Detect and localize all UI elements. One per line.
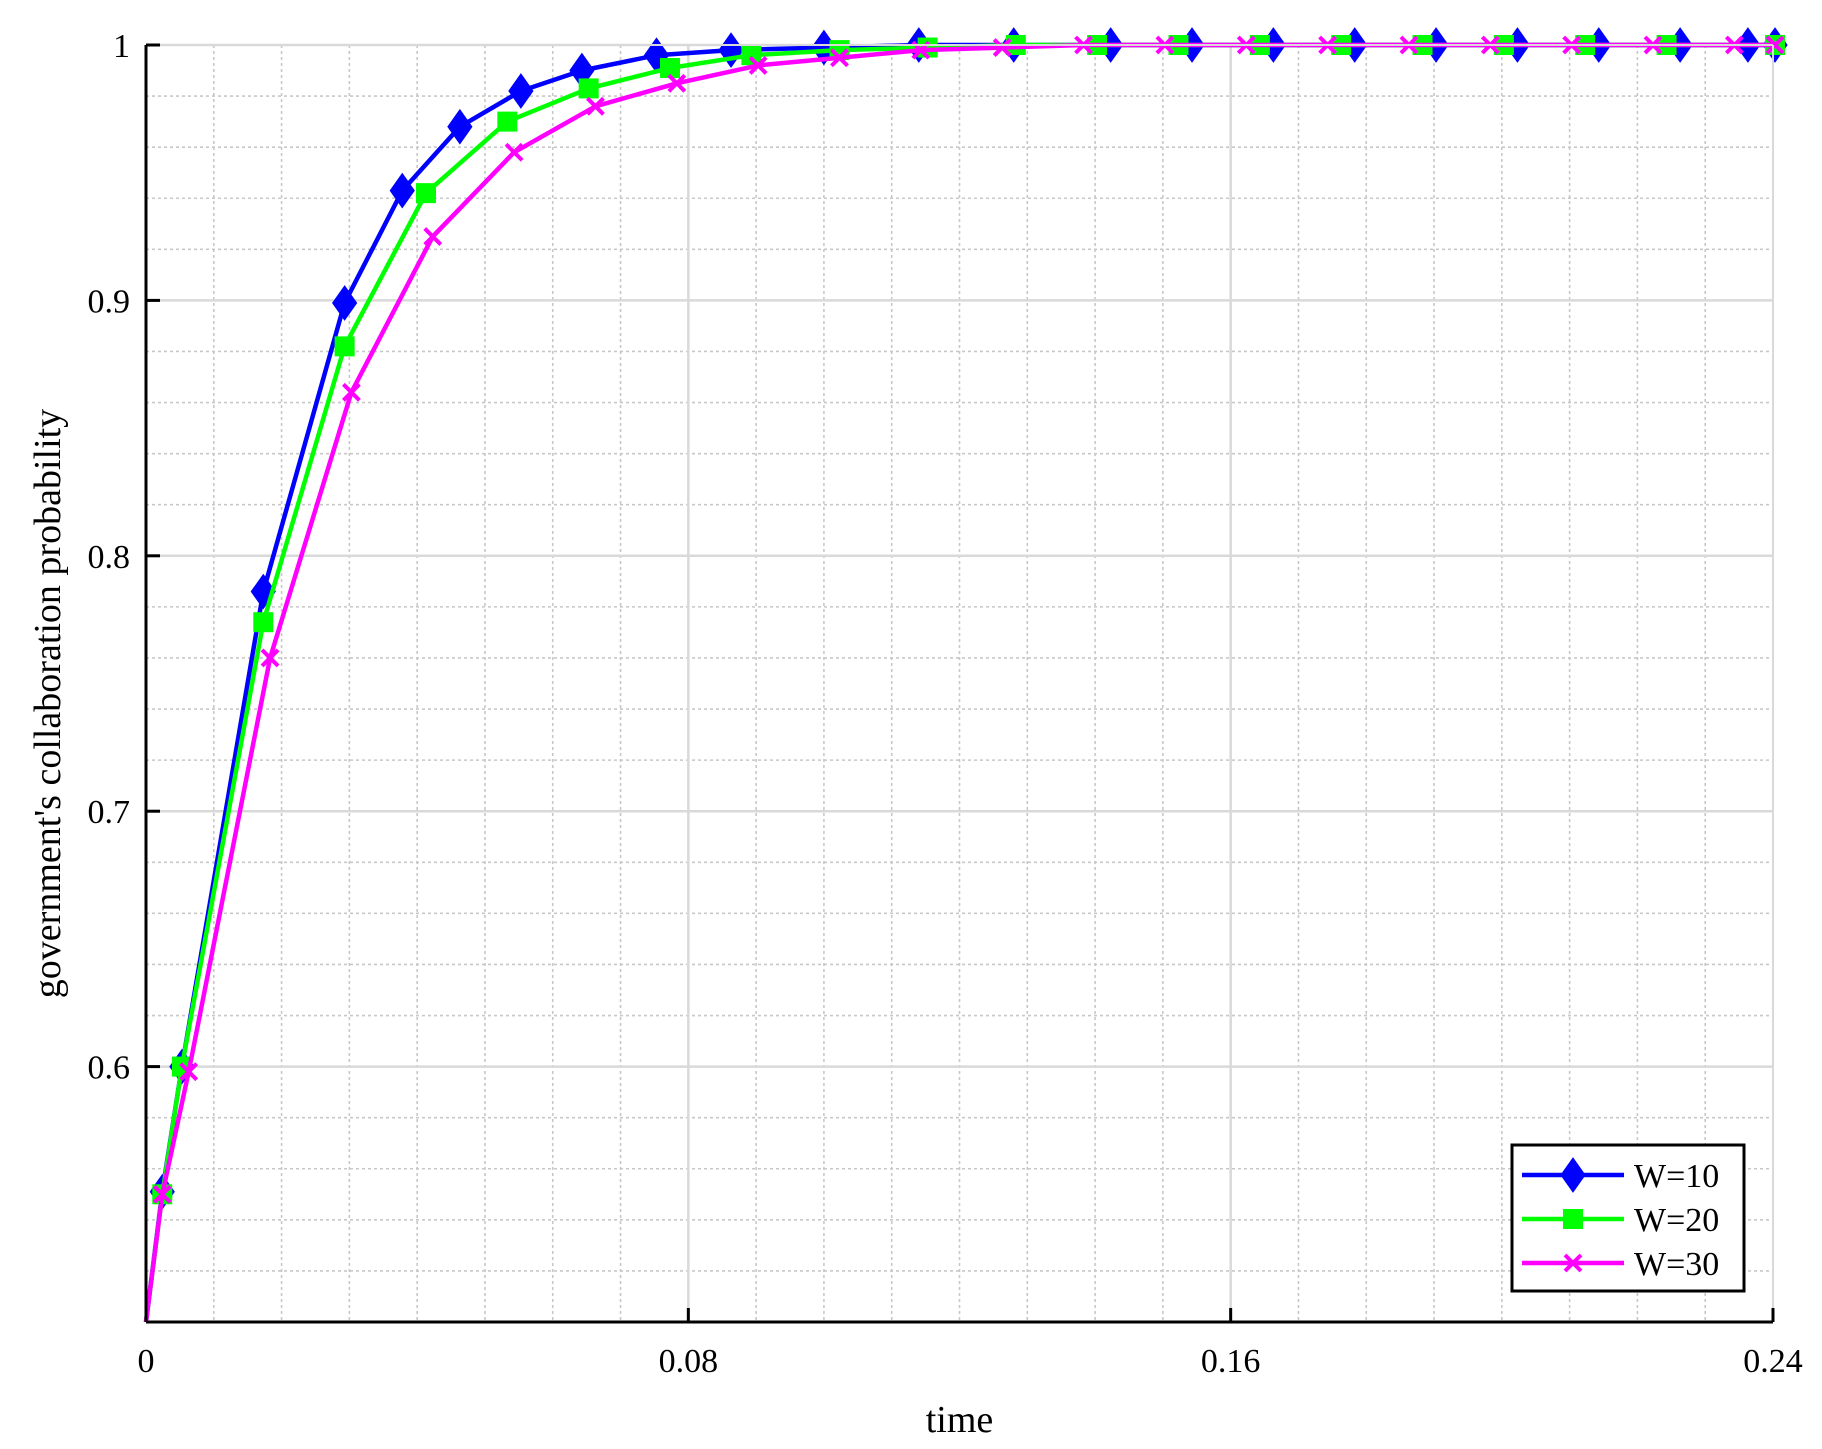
x-tick-label: 0 [138,1343,155,1380]
series-w-30-point-stroke [341,382,361,402]
y-tick-label: 1 [113,28,130,65]
series-w-30-point [260,648,280,668]
series-w-30-point [992,38,1012,57]
series-w-20-point [578,78,599,99]
series-w-30-point [152,1184,172,1204]
y-axis-label: government's collaboration probability [27,409,69,998]
x-tick-label: 0.08 [659,1343,719,1380]
series-w-30-point [586,96,605,116]
legend-w-30-marker [1563,1253,1583,1273]
series-w-10-point [447,108,473,145]
legend-w-30-marker-stroke [1563,1253,1583,1273]
minor-grid [146,45,1773,1322]
series-w-30-point [830,48,849,68]
series-w-30-point-stroke [667,73,687,93]
series-w-20-point [660,57,681,78]
y-tick-label: 0.6 [88,1050,131,1087]
legend-w-20-marker [1563,1209,1583,1229]
y-tick-label: 0.9 [88,283,131,320]
series-w-30-point-stroke [504,142,524,162]
y-tick-label: 0.7 [88,794,131,831]
series-w-30-point [423,227,443,246]
series-w-30-point-stroke [748,56,768,75]
legend-w-10-marker [1560,1157,1586,1193]
series-w-20-point [497,111,518,132]
series-w-10-point [508,73,534,109]
series-w-30-point-stroke [423,227,443,246]
x-tick-label: 0.16 [1201,1343,1261,1380]
x-axis-label: time [926,1399,994,1441]
series-w-20-point [741,45,762,66]
series-w-30-point [1765,35,1785,55]
tick-labels: 0 0.08 0.16 0.24 0.6 0.7 0.8 0.9 1 [88,28,1803,1380]
series-w-20-point [334,336,355,357]
x-tick-label: 0.24 [1743,1343,1803,1380]
series-w-30-point-stroke [152,1184,172,1204]
series-w-30-point-stroke [1765,35,1785,55]
axes [144,43,1775,1324]
series-w-30-point-stroke [992,38,1012,57]
y-tick-label: 0.8 [88,539,131,576]
legend-w-30-label: W=30 [1634,1246,1719,1283]
series-w-30-point-stroke [586,96,605,116]
legend-w-10-label: W=10 [1634,1158,1719,1195]
series-w-30-point [504,142,524,162]
series-w-10-point [389,172,415,209]
legend: W=10 W=20 W=30 [1510,1143,1746,1293]
series-w-30-point [179,1062,199,1082]
series-w-30-point [341,382,361,402]
series-w-30-point-stroke [179,1062,199,1082]
series-w-10-point [332,285,358,321]
series-w-20-point [253,612,274,633]
series-w-20-point [415,183,436,204]
series-w-30-point [667,73,687,93]
series-w-30-point-stroke [260,648,280,668]
legend-w-20-label: W=20 [1634,1202,1719,1239]
series-w-30-point-stroke [830,48,849,68]
series-w-30-point [748,56,768,75]
